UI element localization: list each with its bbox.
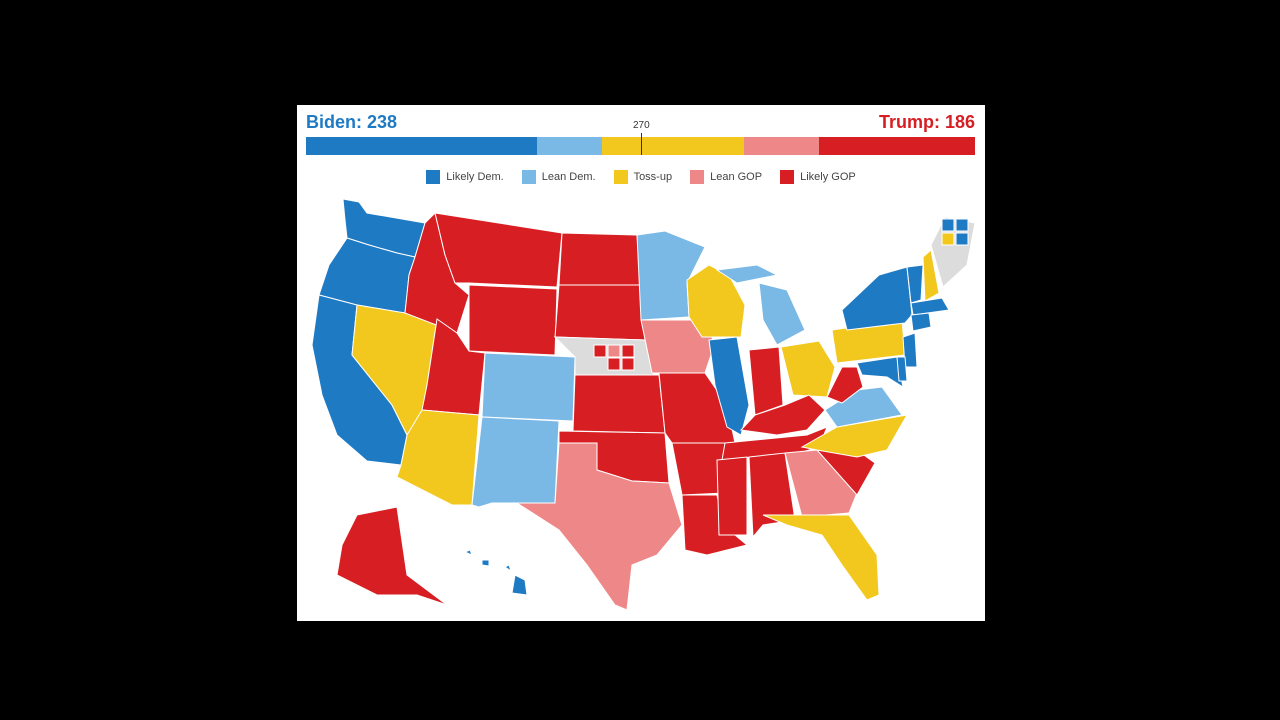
legend-label: Lean GOP: [710, 171, 763, 183]
legend-swatch: [521, 170, 536, 184]
legend-swatch: [613, 170, 628, 184]
state-in[interactable]: [748, 346, 784, 416]
state-ms[interactable]: [716, 456, 748, 536]
electoral-tally-bar: [306, 137, 975, 155]
ne-district-square: [607, 357, 621, 371]
legend-item-lean-dem: Lean Dem.: [521, 170, 596, 184]
us-electoral-map: [311, 198, 976, 611]
tally-segment-lean-gop: [744, 137, 820, 155]
legend-swatch: [690, 170, 705, 184]
legend-item-likely-dem: Likely Dem.: [426, 170, 504, 184]
state-wv[interactable]: [826, 366, 864, 404]
state-tx[interactable]: [515, 442, 683, 611]
me-district-square: [955, 232, 969, 246]
legend: Likely Dem. Lean Dem. Toss-up Lean GOP L…: [297, 170, 985, 184]
state-oh[interactable]: [780, 340, 836, 398]
state-ky[interactable]: [739, 394, 826, 436]
biden-total: Biden: 238: [306, 112, 398, 132]
threshold-270-label: 270: [633, 120, 650, 131]
state-md[interactable]: [856, 356, 904, 389]
me-district-square: [941, 232, 955, 246]
legend-item-toss-up: Toss-up: [613, 170, 673, 184]
state-nh[interactable]: [922, 249, 940, 302]
legend-label: Lean Dem.: [541, 171, 596, 183]
state-ut[interactable]: [421, 318, 486, 416]
state-co[interactable]: [481, 352, 576, 422]
state-az[interactable]: [396, 409, 480, 506]
state-mt[interactable]: [434, 212, 563, 288]
tally-segment-lean-dem: [536, 137, 603, 155]
state-hi[interactable]: [463, 549, 528, 596]
state-nd[interactable]: [558, 232, 642, 286]
state-ga[interactable]: [784, 449, 858, 518]
state-ct[interactable]: [910, 312, 932, 332]
legend-label: Likely Dem.: [446, 171, 504, 183]
tally-segment-toss-up: [602, 137, 745, 155]
tally-segment-likely-dem: [306, 137, 537, 155]
trump-total: Trump: 186: [878, 112, 975, 132]
state-wy[interactable]: [468, 284, 558, 356]
state-la[interactable]: [681, 494, 749, 556]
state-sd[interactable]: [554, 284, 646, 341]
state-ma[interactable]: [910, 297, 950, 316]
legend-swatch: [426, 170, 441, 184]
state-wi[interactable]: [686, 264, 746, 338]
legend-item-likely-gop: Likely GOP: [780, 170, 856, 184]
state-mi[interactable]: [715, 264, 806, 346]
state-ks[interactable]: [572, 374, 666, 434]
me-district-square: [955, 218, 969, 232]
ne-district-square: [621, 344, 635, 358]
state-de[interactable]: [896, 356, 908, 382]
state-nm[interactable]: [471, 416, 560, 508]
legend-label: Likely GOP: [800, 171, 856, 183]
legend-label: Toss-up: [633, 171, 673, 183]
ne-district-square: [607, 344, 621, 358]
threshold-270-marker: [641, 133, 642, 155]
legend-swatch: [780, 170, 795, 184]
tally-segment-likely-gop: [819, 137, 975, 155]
forecast-card: Biden: 238 Trump: 186 270 Likely Dem. Le…: [297, 105, 985, 621]
state-fl[interactable]: [762, 514, 880, 601]
state-il[interactable]: [708, 336, 750, 436]
ne-district-square: [593, 344, 607, 358]
legend-item-lean-gop: Lean GOP: [690, 170, 762, 184]
state-ny[interactable]: [841, 266, 913, 331]
me-district-square: [941, 218, 955, 232]
ne-district-square: [621, 357, 635, 371]
state-ak[interactable]: [336, 506, 448, 606]
state-vt[interactable]: [906, 264, 924, 304]
